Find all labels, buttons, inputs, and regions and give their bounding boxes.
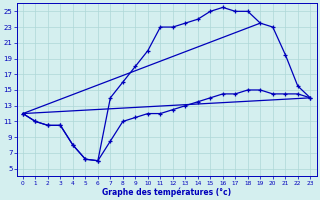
X-axis label: Graphe des températures (°c): Graphe des températures (°c) xyxy=(102,187,231,197)
